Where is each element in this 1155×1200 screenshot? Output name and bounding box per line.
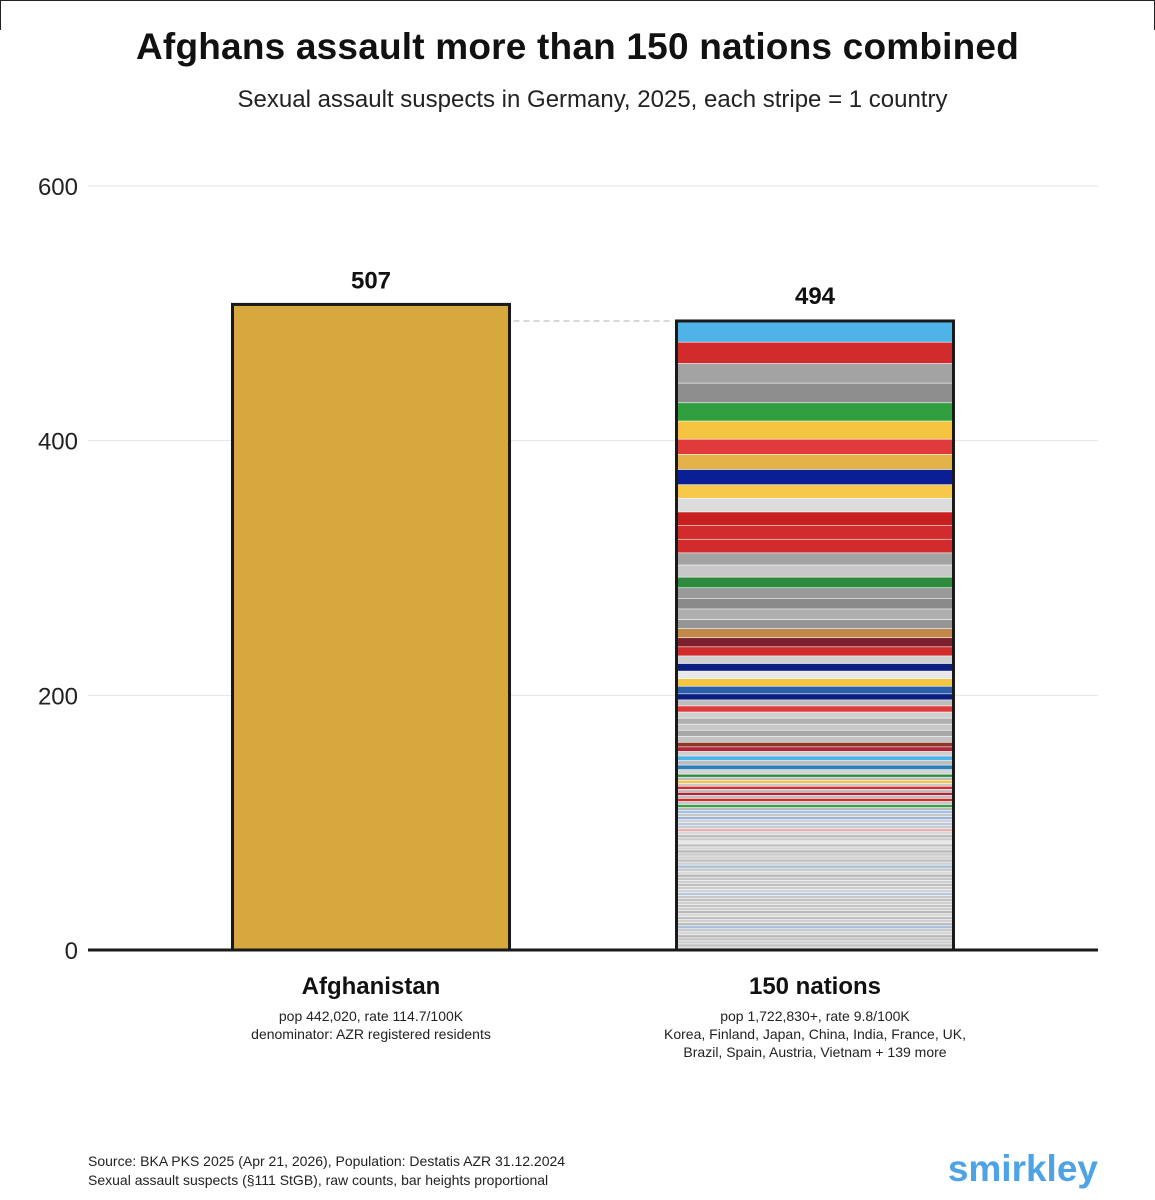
country-stripe bbox=[676, 655, 954, 665]
country-stripe bbox=[676, 705, 954, 713]
country-stripe bbox=[676, 511, 954, 527]
category-note: Brazil, Spain, Austria, Vietnam + 139 mo… bbox=[683, 1044, 946, 1060]
country-stripe bbox=[676, 498, 954, 513]
country-stripe bbox=[676, 646, 954, 657]
country-stripe bbox=[676, 678, 954, 688]
country-stripe bbox=[676, 402, 954, 422]
source-line-1: Source: BKA PKS 2025 (Apr 21, 2026), Pop… bbox=[88, 1153, 566, 1169]
y-tick-label: 600 bbox=[38, 174, 78, 201]
country-stripe bbox=[676, 587, 954, 600]
value-label: 507 bbox=[351, 267, 391, 294]
y-tick-label: 200 bbox=[38, 683, 78, 710]
value-label: 494 bbox=[795, 283, 836, 310]
country-stripe bbox=[676, 628, 954, 639]
country-stripe bbox=[676, 564, 954, 579]
category-note: pop 1,722,830+, rate 9.8/100K bbox=[720, 1008, 910, 1024]
chart-title: Afghans assault more than 150 nations co… bbox=[136, 26, 1019, 67]
brand-logo: smirkley bbox=[947, 1148, 1098, 1189]
source-line-2: Sexual assault suspects (§111 StGB), raw… bbox=[88, 1172, 549, 1188]
category-label: 150 nations bbox=[749, 973, 881, 1000]
category-note: denominator: AZR registered residents bbox=[251, 1026, 491, 1042]
country-stripe bbox=[676, 711, 954, 719]
country-stripe bbox=[676, 598, 954, 610]
country-stripe bbox=[676, 608, 954, 621]
country-stripe bbox=[676, 363, 954, 385]
country-stripe bbox=[676, 723, 954, 732]
top-border bbox=[0, 0, 1155, 1]
country-stripe bbox=[676, 525, 954, 541]
country-stripe bbox=[676, 699, 954, 707]
country-stripe bbox=[676, 735, 954, 744]
y-tick-label: 400 bbox=[38, 429, 78, 456]
country-stripe bbox=[676, 552, 954, 566]
bar-afghanistan bbox=[231, 302, 511, 952]
country-stripe bbox=[676, 685, 954, 695]
left-border bbox=[0, 0, 1, 30]
country-stripe bbox=[676, 454, 954, 471]
country-stripe bbox=[676, 469, 954, 486]
country-stripe bbox=[676, 717, 954, 726]
y-tick-label: 0 bbox=[65, 938, 78, 965]
country-stripe bbox=[676, 538, 954, 554]
category-note: pop 442,020, rate 114.7/100K bbox=[279, 1008, 464, 1024]
country-stripe bbox=[676, 438, 954, 456]
country-stripe bbox=[676, 619, 954, 630]
source-note: Source: BKA PKS 2025 (Apr 21, 2026), Pop… bbox=[88, 1152, 565, 1190]
country-stripe bbox=[676, 484, 954, 500]
chart-subtitle: Sexual assault suspects in Germany, 2025… bbox=[237, 86, 948, 113]
bar-chart: 0 200 400 600 507 494 Afghanistan pop 442,020, … bbox=[38, 174, 1098, 1060]
country-stripe bbox=[676, 320, 954, 344]
country-stripe bbox=[676, 670, 954, 680]
country-stripe bbox=[676, 637, 954, 648]
category-note: Korea, Finland, Japan, China, India, Fra… bbox=[664, 1026, 966, 1042]
country-stripe bbox=[676, 576, 954, 589]
category-label: Afghanistan bbox=[302, 973, 441, 1000]
country-stripe bbox=[676, 693, 954, 701]
country-stripe bbox=[676, 341, 954, 365]
country-stripe bbox=[676, 420, 954, 441]
country-stripe bbox=[676, 729, 954, 738]
country-stripe bbox=[676, 663, 954, 673]
country-stripe bbox=[676, 382, 954, 404]
